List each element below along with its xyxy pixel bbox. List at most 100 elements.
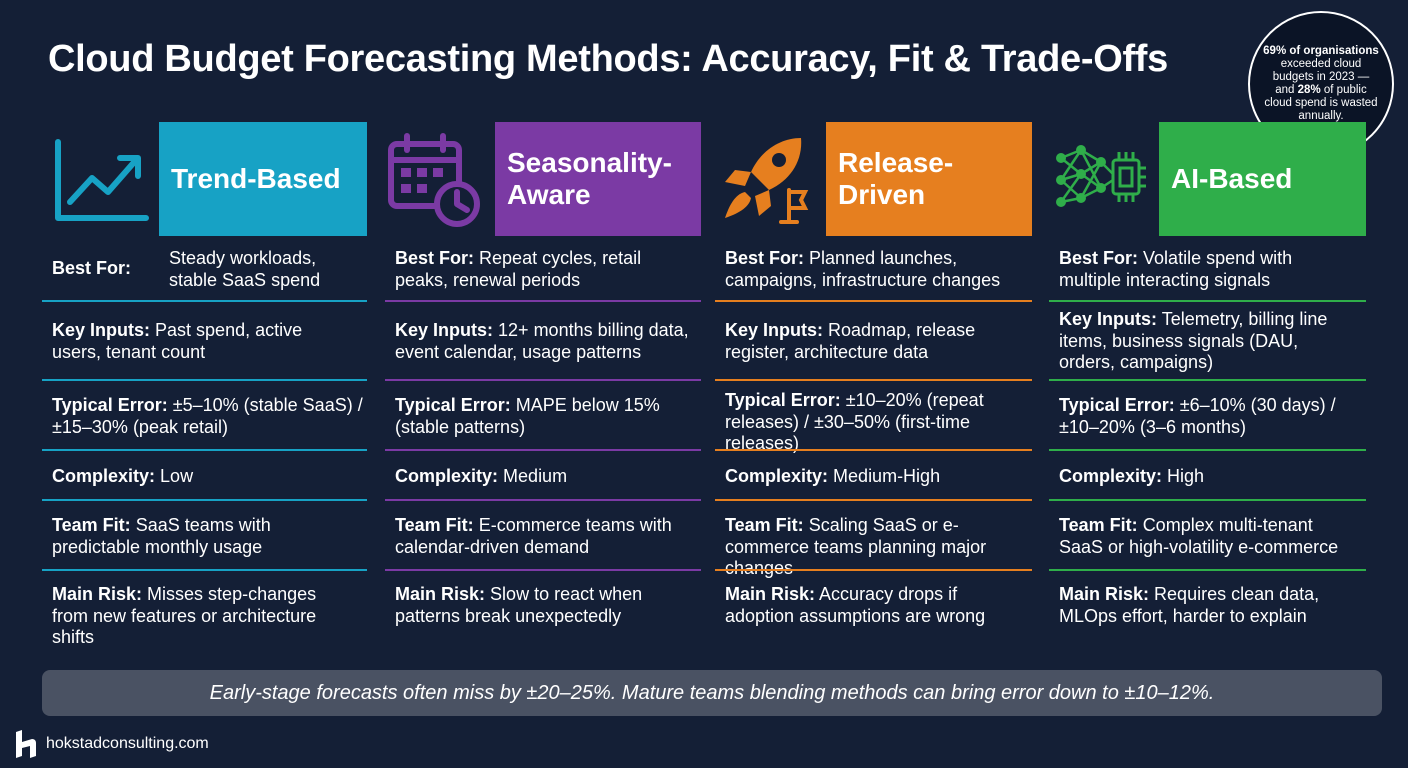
typical-error-label: Typical Error: (395, 395, 511, 415)
stat-highlight-2: 28% (1297, 84, 1321, 96)
header-release-driven: Release-Driven (826, 122, 1032, 236)
divider (715, 300, 1032, 302)
typical-error-value: ±5–10% (stable SaaS) / ±15–30% (peak ret… (52, 395, 363, 437)
typical-error-seasonal: Typical Error: MAPE below 15% (stable pa… (395, 395, 695, 438)
typical-error-value: ±6–10% (30 days) / ±10–20% (3–6 months) (1059, 395, 1336, 437)
complexity-label: Complexity: (1059, 466, 1163, 486)
complexity-label: Complexity: (395, 466, 499, 486)
complexity-value: Medium-High (833, 466, 941, 486)
divider (1049, 569, 1366, 571)
main-risk-label: Main Risk: (395, 584, 486, 604)
best-for-value: Steady workloads, stable SaaS spend (169, 248, 321, 290)
key-inputs-value: Roadmap, release register, architecture … (725, 320, 976, 362)
divider (1049, 499, 1366, 501)
header-ai-based: AI-Based (1159, 122, 1366, 236)
main-risk-seasonal: Main Risk: Slow to react when patterns b… (395, 584, 695, 627)
neural-chip-icon (1056, 145, 1146, 207)
main-risk-release: Main Risk: Accuracy drops if adoption as… (725, 584, 1010, 627)
divider (715, 449, 1032, 451)
best-for-label: Best For: (52, 258, 132, 278)
key-inputs-label: Key Inputs: (395, 320, 494, 340)
best-for-value: Volatile spend with multiple interacting… (1059, 248, 1293, 290)
complexity-trend: Complexity: Low (52, 466, 352, 488)
best-for-label: Best For: (1059, 248, 1139, 268)
key-inputs-label: Key Inputs: (725, 320, 824, 340)
key-inputs-release: Key Inputs: Roadmap, release register, a… (725, 320, 995, 363)
key-inputs-label: Key Inputs: (1059, 309, 1158, 329)
team-fit-label: Team Fit: (52, 515, 131, 535)
best-for-value: Repeat cycles, retail peaks, renewal per… (395, 248, 642, 290)
typical-error-label: Typical Error: (725, 390, 841, 410)
main-risk-value: Accuracy drops if adoption assumptions a… (725, 584, 986, 626)
page-title: Cloud Budget Forecasting Methods: Accura… (48, 38, 1168, 80)
divider (385, 449, 701, 451)
typical-error-trend: Typical Error: ±5–10% (stable SaaS) / ±1… (52, 395, 367, 438)
divider (42, 499, 367, 501)
divider (42, 569, 367, 571)
typical-error-label: Typical Error: (1059, 395, 1175, 415)
team-fit-ai: Team Fit: Complex multi-tenant SaaS or h… (1059, 515, 1359, 558)
team-fit-label: Team Fit: (725, 515, 804, 535)
complexity-value: High (1167, 466, 1205, 486)
main-risk-value: Requires clean data, MLOps effort, harde… (1059, 584, 1320, 626)
typical-error-value: ±10–20% (repeat releases) / ±30–50% (fir… (725, 390, 984, 453)
complexity-value: Low (160, 466, 194, 486)
divider (42, 379, 367, 381)
main-risk-ai: Main Risk: Requires clean data, MLOps ef… (1059, 584, 1349, 627)
rocket-icon (725, 138, 809, 224)
team-fit-value: E-commerce teams with calendar-driven de… (395, 515, 672, 557)
key-inputs-value: 12+ months billing data, event calendar,… (395, 320, 689, 362)
key-inputs-seasonal: Key Inputs: 12+ months billing data, eve… (395, 320, 701, 363)
main-risk-label: Main Risk: (52, 584, 143, 604)
typical-error-value: MAPE below 15% (stable patterns) (395, 395, 660, 437)
footer-note: Early-stage forecasts often miss by ±20–… (42, 670, 1382, 716)
team-fit-trend: Team Fit: SaaS teams with predictable mo… (52, 515, 342, 558)
typical-error-release: Typical Error: ±10–20% (repeat releases)… (725, 390, 1000, 455)
stat-text-1: exceeded cloud budgets in 2023 — and (1272, 58, 1370, 96)
divider (715, 499, 1032, 501)
divider (1049, 379, 1366, 381)
divider (1049, 449, 1366, 451)
brand-logo-icon (16, 730, 36, 758)
divider (385, 569, 701, 571)
best-for-release: Best For: Planned launches, campaigns, i… (725, 248, 1025, 291)
key-inputs-value: Telemetry, billing line items, business … (1059, 309, 1328, 372)
key-inputs-label: Key Inputs: (52, 320, 151, 340)
stat-highlight-1: 69% of organisations (1263, 45, 1379, 57)
best-for-value: Planned launches, campaigns, infrastruct… (725, 248, 1001, 290)
complexity-label: Complexity: (725, 466, 829, 486)
key-inputs-trend: Key Inputs: Past spend, active users, te… (52, 320, 352, 363)
team-fit-value: Scaling SaaS or e-commerce teams plannin… (725, 515, 987, 578)
main-risk-value: Misses step-changes from new features or… (52, 584, 317, 647)
best-for-label: Best For: (395, 248, 475, 268)
divider (715, 379, 1032, 381)
calendar-clock-icon (388, 133, 480, 227)
key-inputs-ai: Key Inputs: Telemetry, billing line item… (1059, 309, 1349, 374)
divider (385, 499, 701, 501)
typical-error-label: Typical Error: (52, 395, 168, 415)
divider (42, 300, 367, 302)
best-for-label: Best For: (725, 248, 805, 268)
complexity-value: Medium (503, 466, 568, 486)
main-risk-trend: Main Risk: Misses step-changes from new … (52, 584, 352, 649)
complexity-release: Complexity: Medium-High (725, 466, 1025, 488)
team-fit-value: SaaS teams with predictable monthly usag… (52, 515, 271, 557)
main-risk-value: Slow to react when patterns break unexpe… (395, 584, 643, 626)
main-risk-label: Main Risk: (725, 584, 816, 604)
brand[interactable]: hokstadconsulting.com (14, 730, 209, 758)
typical-error-ai: Typical Error: ±6–10% (30 days) / ±10–20… (1059, 395, 1359, 438)
best-for-ai: Best For: Volatile spend with multiple i… (1059, 248, 1344, 291)
team-fit-seasonal: Team Fit: E-commerce teams with calendar… (395, 515, 695, 558)
key-inputs-value: Past spend, active users, tenant count (52, 320, 303, 362)
divider (385, 300, 701, 302)
divider (1049, 300, 1366, 302)
team-fit-value: Complex multi-tenant SaaS or high-volati… (1059, 515, 1339, 557)
complexity-ai: Complexity: High (1059, 466, 1359, 488)
complexity-seasonal: Complexity: Medium (395, 466, 695, 488)
team-fit-release: Team Fit: Scaling SaaS or e-commerce tea… (725, 515, 1000, 580)
trend-chart-icon (55, 139, 149, 221)
main-risk-label: Main Risk: (1059, 584, 1150, 604)
complexity-label: Complexity: (52, 466, 156, 486)
header-seasonality-aware: Seasonality-Aware (495, 122, 701, 236)
brand-url[interactable]: hokstadconsulting.com (46, 735, 209, 752)
